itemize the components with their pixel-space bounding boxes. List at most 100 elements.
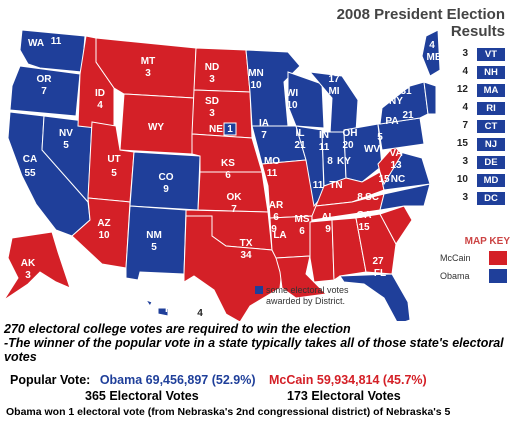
small-state-MD: MD (477, 174, 505, 187)
state-WI (287, 71, 325, 129)
small-state-ev-DC: 3 (462, 192, 468, 203)
state-ME (421, 29, 440, 77)
small-state-CT: CT (477, 120, 505, 133)
state-TX (183, 215, 283, 321)
page-title: 2008 President Election Results (336, 6, 505, 40)
notes: 270 electoral college votes are required… (4, 322, 509, 364)
label-OR: OR (37, 74, 53, 85)
label-WI: WI (286, 88, 298, 99)
popular-obama: Obama 69,456,897 (52.9%) (99, 373, 256, 387)
label-ID: ID (95, 88, 105, 99)
label-OH: OH (343, 128, 358, 139)
label-NE: NE (209, 124, 223, 135)
ev-GA: 15 (358, 222, 370, 233)
label-UT: UT (107, 154, 120, 165)
ev-KY: 8 (327, 156, 333, 167)
small-state-DC: DC (477, 192, 505, 205)
label-NY: NY (389, 96, 403, 107)
ev-ME: 4 (429, 40, 435, 51)
state-SC (379, 205, 413, 245)
ev-SC: 8 (357, 192, 363, 203)
label-MN: MN (248, 68, 264, 79)
ev-LA: 9 (271, 224, 277, 235)
label-KS: KS (221, 158, 235, 169)
map-key-mccain-label: McCain (440, 253, 471, 263)
popular-label: Popular Vote: (10, 373, 91, 387)
ev-ID: 4 (97, 100, 103, 111)
popular-mccain: McCain 59,934,814 (45.7%) (268, 373, 427, 387)
ev-OK: 7 (231, 204, 237, 215)
label-IA: IA (259, 118, 269, 129)
ev-NV: 5 (63, 140, 69, 151)
label-GA: GA (357, 210, 372, 221)
ev-KS: 6 (225, 170, 231, 181)
label-HI: HI (165, 304, 175, 315)
district-note: some electoral votes awarded by District… (266, 285, 349, 306)
note-winner-takes-all: -The winner of the popular vote in a sta… (4, 336, 504, 364)
ev-MS: 6 (299, 226, 305, 237)
label-MI: MI (328, 86, 339, 97)
label-ME: ME (427, 52, 441, 63)
label-AK: AK (21, 258, 36, 269)
small-state-NJ: NJ (477, 138, 505, 151)
state-ND (193, 47, 251, 93)
ev-VA: 13 (390, 160, 402, 171)
label-SC: SC (365, 192, 379, 203)
label-MT: MT (141, 56, 155, 67)
state-NE2 (423, 81, 437, 115)
ev-MI: 17 (328, 74, 340, 85)
ev-CO: 9 (163, 184, 169, 195)
ev-IN: 11 (319, 142, 330, 153)
nebraska-footnote: Obama won 1 electoral vote (from Nebrask… (6, 406, 451, 418)
small-state-ev-RI: 4 (462, 102, 468, 113)
ev-WI: 10 (286, 100, 298, 111)
label-AR: AR (269, 200, 284, 211)
ev-IA: 7 (261, 130, 267, 141)
label-MS: MS (295, 214, 310, 225)
ev-NC: 15 (378, 174, 390, 185)
label-TX: TX (240, 238, 253, 249)
ev-TN: 11 (313, 180, 324, 191)
label-FL: FL (374, 268, 386, 279)
electoral-mccain: 173 Electoral Votes (287, 389, 401, 403)
popular-vote: Popular Vote: Obama 69,456,897 (52.9%) M… (10, 373, 427, 387)
label-AZ: AZ (97, 218, 110, 229)
map-key-obama-swatch (489, 269, 507, 283)
state-LA (275, 255, 328, 299)
label-MO: MO (264, 156, 280, 167)
ev-AR: 6 (273, 212, 279, 223)
small-state-ev-DE: 3 (462, 156, 468, 167)
ev-NM: 5 (151, 242, 157, 253)
ev-UT: 5 (111, 168, 117, 179)
district-swatch (255, 286, 263, 294)
label-IN: IN (319, 130, 329, 141)
ev-WV: 5 (377, 132, 383, 143)
label-NV: NV (59, 128, 73, 139)
ev-HI: 4 (197, 308, 203, 319)
ev-WA: 11 (51, 36, 62, 47)
small-state-ev-MD: 10 (456, 174, 468, 185)
ev-NY: 31 (400, 86, 412, 97)
label-VA: VA (389, 148, 402, 159)
small-state-RI: RI (477, 102, 505, 115)
ev-AZ: 10 (98, 230, 110, 241)
label-TN: TN (329, 180, 342, 191)
label-CA: CA (23, 154, 37, 165)
label-WY: WY (148, 122, 164, 133)
label-AL: AL (321, 212, 334, 223)
state-FL (339, 273, 411, 321)
label-KY: KY (337, 156, 351, 167)
small-state-ev-NJ: 15 (456, 138, 468, 149)
label-NC: NC (391, 174, 405, 185)
label-OK: OK (227, 192, 243, 203)
ev-MO: 11 (267, 168, 278, 179)
ev-AK: 3 (25, 270, 31, 281)
ev-FL: 27 (372, 256, 384, 267)
small-state-ev-MA: 12 (456, 84, 468, 95)
label-ND: ND (205, 62, 219, 73)
state-AL (331, 217, 367, 281)
map-key-mccain-swatch (489, 251, 507, 265)
small-state-VT: VT (477, 48, 505, 61)
state-NC (379, 183, 431, 211)
